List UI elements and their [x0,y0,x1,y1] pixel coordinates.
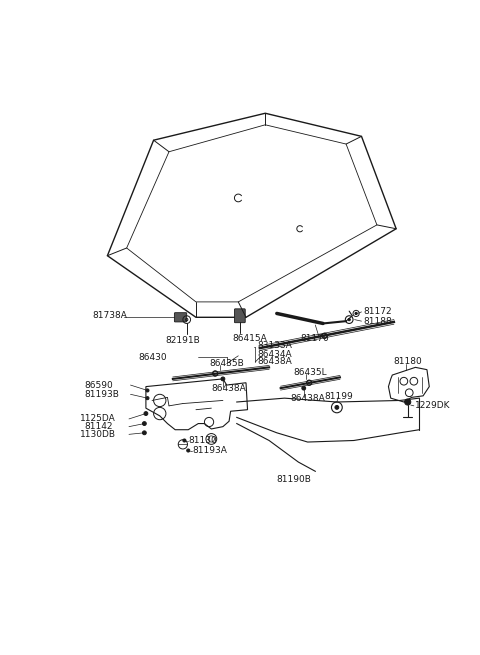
Text: 1229DK: 1229DK [415,402,451,410]
Text: 81193A: 81193A [192,446,227,455]
Text: 83133A: 83133A [258,341,292,350]
Circle shape [146,397,149,400]
Circle shape [143,422,146,426]
Circle shape [187,449,190,452]
Circle shape [143,431,146,435]
Text: 86435L: 86435L [294,368,327,377]
Text: 81188: 81188 [363,316,392,326]
Circle shape [348,318,350,321]
Circle shape [405,399,411,405]
Circle shape [335,405,339,409]
Text: 81142: 81142 [84,422,113,431]
Text: 81190B: 81190B [277,474,312,483]
Text: 81738A: 81738A [92,311,127,320]
Text: 82191B: 82191B [166,336,200,345]
Text: 86415A: 86415A [232,334,267,343]
Text: 86430: 86430 [138,353,167,362]
Circle shape [144,411,148,415]
Text: 81199: 81199 [324,392,353,401]
Text: 86590: 86590 [84,381,113,390]
Circle shape [183,439,186,442]
Text: 81172: 81172 [363,307,392,316]
Circle shape [146,389,149,392]
Circle shape [302,386,306,390]
Text: 86434A: 86434A [258,350,292,359]
Text: 1130DB: 1130DB [81,430,117,439]
Text: 86438A: 86438A [211,384,246,392]
Text: 1125DA: 1125DA [81,415,116,423]
Circle shape [221,377,225,381]
FancyBboxPatch shape [234,309,245,323]
Text: 86438A: 86438A [291,394,325,403]
Text: 86438A: 86438A [258,358,292,366]
Text: 81193B: 81193B [84,390,119,399]
Text: 81130: 81130 [188,436,217,445]
Circle shape [355,312,357,314]
Text: 81170: 81170 [300,334,329,343]
FancyBboxPatch shape [174,312,187,322]
Text: 81180: 81180 [394,357,422,365]
Text: 86435B: 86435B [209,359,244,368]
